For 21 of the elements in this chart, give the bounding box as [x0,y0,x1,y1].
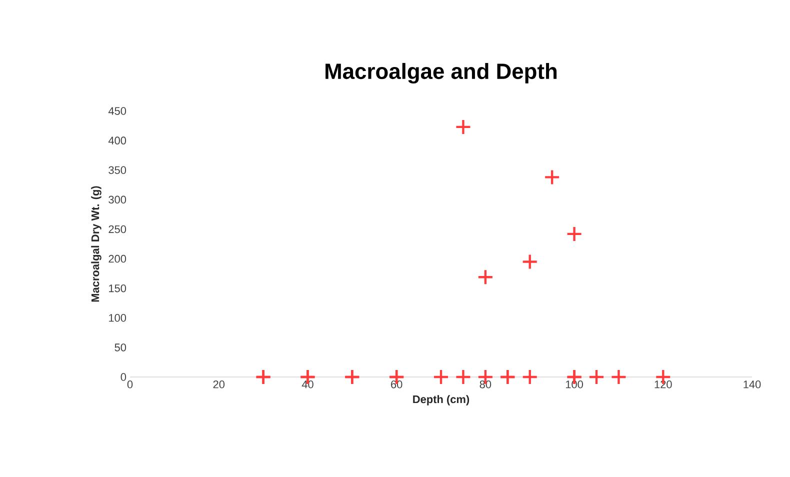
x-tick-label: 120 [654,380,672,388]
x-tick-label: 60 [391,380,402,388]
y-tick-label: 100 [109,314,126,322]
x-tick-label: 40 [302,380,314,388]
y-tick-label: 0 [120,373,126,381]
y-tick-label: 450 [108,107,126,115]
y-tick-label: 250 [108,225,126,234]
y-tick-label: 400 [108,136,126,144]
y-tick-label: 300 [108,196,126,204]
y-tick-label: 200 [108,254,126,263]
x-tick-label: 80 [480,380,492,388]
y-tick-label: 350 [108,166,126,174]
x-tick-label: 100 [566,380,583,388]
x-tick-label: 0 [127,380,133,388]
x-tick-label: 20 [213,380,225,388]
x-axis-title: Depth (cm) [413,395,470,406]
y-axis-title: Macroalgal Dry Wt. (g) [91,186,102,302]
x-tick-label: 140 [744,380,761,388]
y-tick-label: 150 [109,284,126,292]
y-tick-label: 50 [114,344,126,352]
chart-title: Macroalgae and Depth [326,62,557,84]
